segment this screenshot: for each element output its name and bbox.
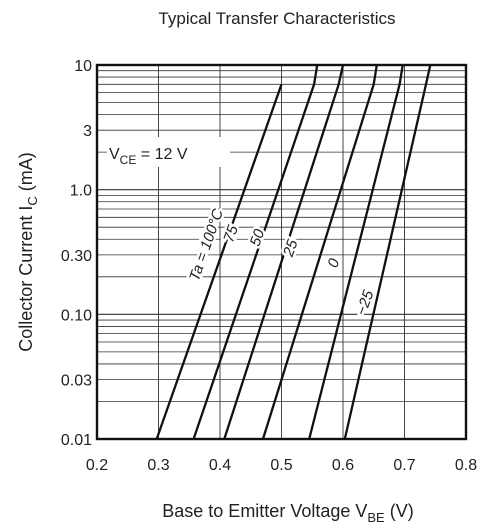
curve-label: 0: [324, 256, 343, 270]
grid: [97, 65, 466, 439]
y-axis-title: Collector Current IC (mA): [16, 152, 40, 351]
series-line: [155, 83, 283, 440]
x-tick-label: 0.7: [393, 457, 415, 474]
y-tick-label: 10: [74, 58, 92, 75]
x-tick-label: 0.6: [332, 457, 354, 474]
x-tick-labels: 0.2 0.3 0.4 0.5 0.6 0.7 0.8: [86, 457, 477, 474]
series-line: [261, 64, 378, 440]
curves: [155, 64, 432, 440]
series-line: [223, 64, 345, 440]
vce-value: = 12 V: [136, 146, 187, 163]
x-axis-title: Base to Emitter Voltage VBE (V): [162, 501, 413, 525]
y-tick-label: 3: [83, 123, 92, 140]
y-tick-labels: 10 3 1.0 0.30 0.10 0.03 0.01: [61, 58, 92, 449]
svg-text:VCE = 12 V: VCE = 12 V: [109, 146, 188, 167]
x-axis-title-main: Base to Emitter Voltage V: [162, 501, 367, 521]
y-tick-label: 0.30: [61, 248, 92, 265]
plot-frame: [95, 63, 468, 441]
y-tick-label: 1.0: [70, 183, 92, 200]
x-axis-title-unit: (V): [385, 501, 414, 521]
x-tick-label: 0.3: [147, 457, 169, 474]
curve-label: Ta = 100°C: [186, 207, 227, 284]
x-axis-title-sub: BE: [367, 510, 385, 525]
series-line: [308, 64, 404, 440]
x-tick-label: 0.4: [209, 457, 231, 474]
y-axis-title-unit: (mA): [16, 152, 36, 196]
series-line: [343, 64, 432, 440]
y-axis-title-sub: C: [25, 196, 40, 205]
y-tick-label: 0.01: [61, 432, 92, 449]
vce-annotation: VCE = 12 V: [107, 137, 230, 167]
y-tick-label: 0.10: [61, 307, 92, 324]
series-line: [192, 64, 319, 440]
x-tick-label: 0.2: [86, 457, 108, 474]
vce-subscript: CE: [120, 153, 137, 167]
y-tick-label: 0.03: [61, 373, 92, 390]
vce-symbol: V: [109, 146, 120, 163]
y-axis-title-main: Collector Current I: [16, 206, 36, 352]
x-tick-label: 0.8: [455, 457, 477, 474]
chart-title: Typical Transfer Characteristics: [158, 9, 395, 28]
x-tick-label: 0.5: [270, 457, 292, 474]
curve-label: 75: [220, 223, 242, 245]
